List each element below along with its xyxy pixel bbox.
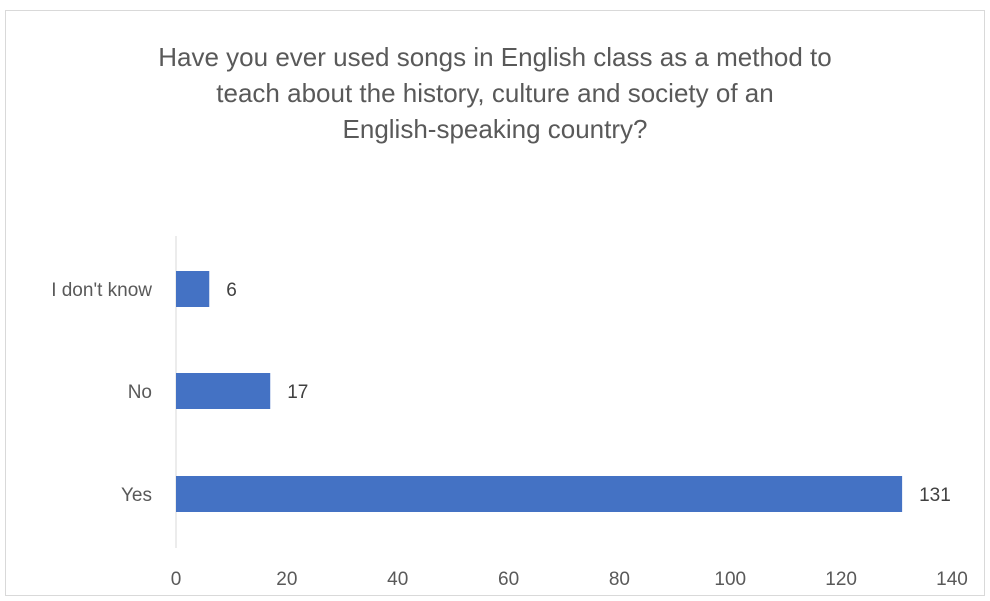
data-label-0: 6 [226, 280, 237, 301]
bar-1 [176, 373, 271, 409]
x-tick-label-6: 120 [825, 569, 857, 590]
chart-title: Have you ever used songs in English clas… [158, 42, 832, 144]
x-tick-label-4: 80 [609, 569, 630, 590]
x-tick-label-5: 100 [714, 569, 746, 590]
bar-2 [176, 476, 903, 512]
bar-0 [176, 271, 210, 307]
category-label-2: Yes [121, 485, 152, 506]
category-label-0: I don't know [51, 280, 152, 301]
x-tick-label-7: 140 [936, 569, 968, 590]
x-tick-label-0: 0 [171, 569, 182, 590]
x-tick-label-2: 40 [387, 569, 408, 590]
x-tick-label-1: 20 [276, 569, 297, 590]
data-label-2: 131 [919, 485, 951, 506]
x-tick-label-3: 60 [498, 569, 519, 590]
category-label-1: No [128, 382, 152, 403]
data-label-1: 17 [287, 382, 308, 403]
